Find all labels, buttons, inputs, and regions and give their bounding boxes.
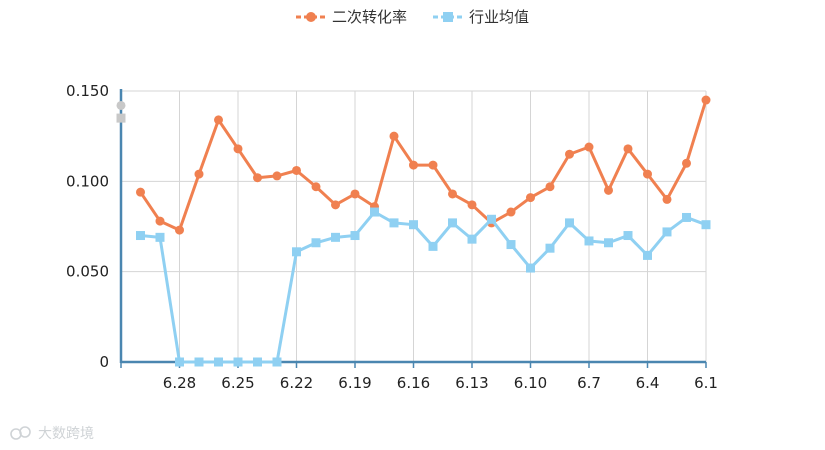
data-point-1: [136, 187, 145, 197]
data-point-2: [643, 250, 652, 260]
data-point-1: [467, 200, 477, 210]
data-point-1: [682, 158, 691, 168]
watermark-text: 大数跨境: [38, 426, 94, 442]
data-point-1: [233, 144, 243, 154]
data-point-1: [214, 115, 223, 125]
data-point-2: [350, 231, 360, 241]
data-point-2: [487, 214, 496, 224]
data-point-2: [467, 234, 477, 244]
legend-swatch-industry: [433, 11, 463, 22]
data-point-1: [428, 160, 438, 170]
legend-label-conversion: 二次转化率: [331, 8, 407, 26]
data-point-2: [214, 357, 223, 367]
data-point-2: [331, 232, 340, 242]
x-tick-label: 6.16: [397, 374, 430, 392]
data-point-2: [233, 357, 243, 367]
x-tick-label: 6.13: [455, 374, 488, 392]
watermark: 大数跨境: [10, 423, 94, 443]
data-point-1: [155, 216, 165, 226]
data-point-1: [409, 160, 418, 170]
y-tick-label: 0.100: [66, 172, 109, 190]
y-tick-label: 0.050: [66, 263, 109, 281]
data-point-1: [565, 149, 574, 159]
data-point-2: [448, 218, 457, 228]
data-point-1: [506, 207, 516, 217]
series-line-2: [140, 210, 707, 364]
data-point-1: [662, 194, 672, 204]
data-point-2: [682, 212, 691, 222]
data-point-1: [311, 182, 321, 192]
data-point-1: [350, 189, 360, 199]
data-point-1: [175, 225, 184, 235]
data-point-1: [584, 142, 594, 152]
data-point-2: [194, 357, 204, 367]
x-tick-label: 6.22: [280, 374, 313, 392]
data-point-2: [409, 220, 418, 230]
data-point-2: [370, 207, 379, 217]
data-point-1: [643, 169, 652, 179]
data-point-1: [604, 185, 613, 195]
x-tick-label: 6.19: [338, 374, 371, 392]
series-line-1: [139, 99, 708, 232]
data-point-2: [506, 240, 516, 250]
data-point-1: [292, 165, 301, 175]
range-handle-square: [116, 113, 126, 123]
data-point-2: [604, 238, 613, 248]
data-point-2: [565, 218, 574, 228]
data-point-2: [701, 220, 711, 230]
data-point-2: [526, 263, 535, 273]
y-tick-label: 0: [99, 353, 109, 371]
chart-legend: 二次转化率 行业均值: [0, 6, 825, 27]
x-tick-label: 6.10: [514, 374, 547, 392]
data-point-1: [545, 182, 555, 192]
data-point-2: [136, 231, 145, 241]
data-point-2: [584, 236, 594, 246]
data-point-1: [272, 171, 282, 181]
data-point-1: [331, 200, 340, 210]
data-point-2: [155, 232, 165, 242]
data-point-2: [272, 357, 282, 367]
y-tick-label: 0.150: [66, 82, 109, 100]
data-point-2: [292, 247, 301, 257]
data-point-2: [389, 218, 399, 228]
data-point-1: [194, 169, 204, 179]
x-tick-label: 6.1: [694, 374, 718, 392]
legend-label-industry: 行业均值: [469, 8, 530, 26]
legend-item-conversion[interactable]: 二次转化率: [295, 6, 407, 27]
data-point-1: [448, 189, 457, 199]
x-tick-label: 6.4: [636, 374, 660, 392]
x-tick-label: 6.25: [221, 374, 254, 392]
range-handle-circle: [116, 100, 126, 110]
data-point-2: [545, 243, 555, 253]
x-tick-label: 6.28: [163, 374, 196, 392]
legend-swatch-conversion: [295, 11, 326, 22]
data-point-2: [175, 357, 184, 367]
data-point-1: [389, 131, 399, 141]
data-point-2: [623, 231, 633, 241]
watermark-logo-icon: [10, 426, 31, 440]
data-point-2: [428, 241, 438, 251]
data-point-2: [662, 227, 672, 237]
data-point-2: [253, 357, 262, 367]
legend-item-industry[interactable]: 行业均值: [433, 6, 529, 27]
data-point-1: [253, 173, 262, 183]
data-point-2: [311, 238, 321, 248]
x-tick-label: 6.7: [577, 374, 601, 392]
data-point-1: [623, 144, 633, 154]
data-point-1: [526, 193, 535, 203]
data-point-1: [701, 95, 711, 105]
